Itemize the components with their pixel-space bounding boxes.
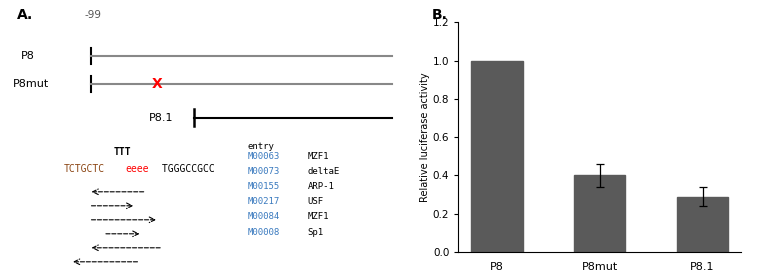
Text: M00217: M00217 xyxy=(248,197,280,206)
Text: entry: entry xyxy=(248,142,274,151)
Bar xyxy=(471,61,523,252)
Text: M00063: M00063 xyxy=(248,152,280,161)
Text: deltaE: deltaE xyxy=(307,167,340,176)
Text: USF: USF xyxy=(307,197,323,206)
Text: TTT: TTT xyxy=(114,147,131,157)
Text: P8: P8 xyxy=(21,51,34,61)
Text: MZF1: MZF1 xyxy=(307,213,329,221)
Text: M00073: M00073 xyxy=(248,167,280,176)
Text: B.: B. xyxy=(432,8,448,22)
Text: X: X xyxy=(151,77,162,91)
Text: A.: A. xyxy=(17,8,33,22)
Text: P8mut: P8mut xyxy=(12,79,49,89)
Text: M00084: M00084 xyxy=(248,213,280,221)
Text: MZF1: MZF1 xyxy=(307,152,329,161)
Y-axis label: Relative luciferase activity: Relative luciferase activity xyxy=(420,73,430,202)
Text: P8.1: P8.1 xyxy=(148,113,173,123)
Bar xyxy=(677,197,728,252)
Text: M00155: M00155 xyxy=(248,182,280,191)
Text: -99: -99 xyxy=(84,10,102,20)
Text: TGGGCCGCC: TGGGCCGCC xyxy=(156,164,215,174)
Bar xyxy=(574,176,626,252)
Text: TCTGCTC: TCTGCTC xyxy=(64,164,105,174)
Text: eeee: eeee xyxy=(126,164,149,174)
Text: Sp1: Sp1 xyxy=(307,228,323,237)
Text: M00008: M00008 xyxy=(248,228,280,237)
Text: ARP-1: ARP-1 xyxy=(307,182,334,191)
